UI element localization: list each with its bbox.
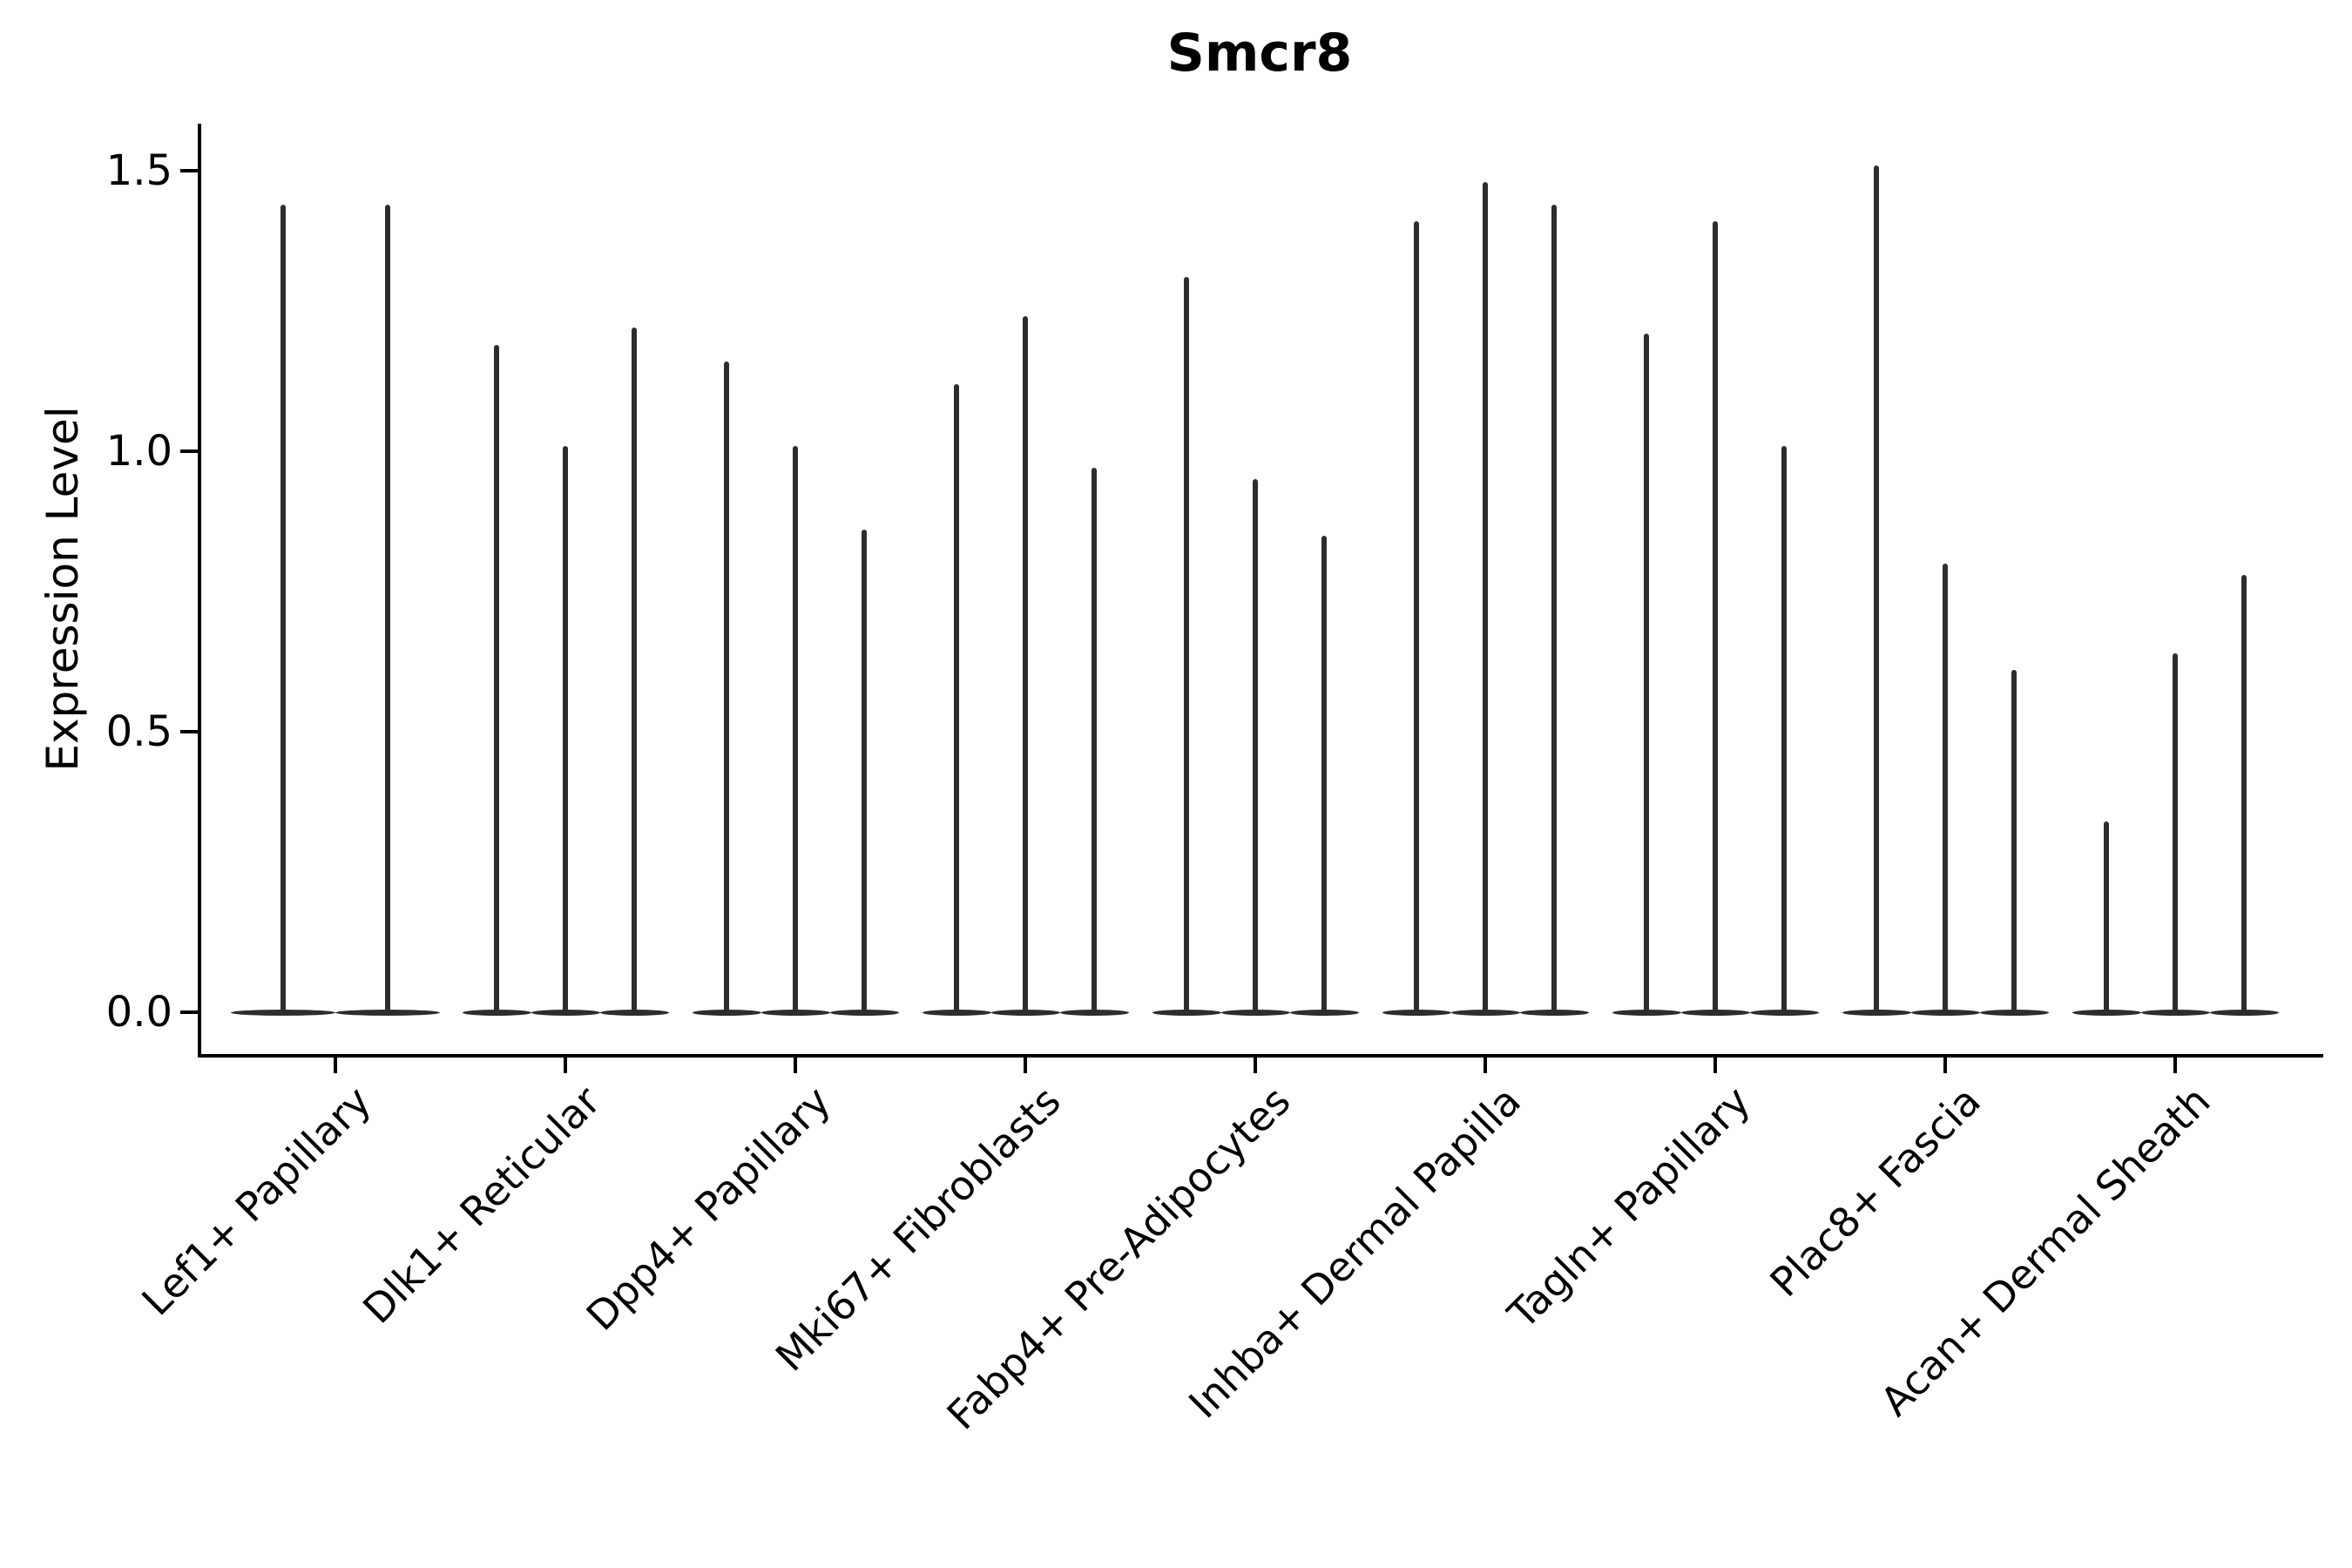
y-tick-label: 0.0 [105,988,172,1037]
violin-spike [2173,652,2178,1012]
chart-title: Smcr8 [1166,23,1353,84]
violin-spike [2104,821,2109,1012]
violin-spike [1321,535,1327,1012]
violin-spike [1781,445,1787,1012]
violin-base [1450,1009,1520,1016]
violin-base [2209,1009,2279,1016]
x-tick-mark [1713,1058,1717,1073]
x-axis-category-label: Tagln+ Papillary [1498,1077,1760,1338]
y-tick-label: 0.5 [105,707,172,756]
violin-base [692,1009,761,1016]
violin-spike [2241,574,2247,1012]
x-tick-mark [1024,1058,1027,1073]
violin-base [2072,1009,2141,1016]
violin-spike [2011,670,2017,1012]
x-tick-mark [564,1058,567,1073]
violin-spike [1023,316,1028,1012]
violin-spike [632,328,637,1012]
violin-spike [385,204,390,1012]
violin-spike [954,383,959,1012]
violin-spike [1713,220,1718,1012]
violin-base [1152,1009,1221,1016]
violin-base [231,1009,335,1016]
violin-base [1382,1009,1451,1016]
y-tick-label: 1.5 [105,146,172,195]
y-tick-label: 1.0 [105,427,172,476]
violin-base [1979,1009,2049,1016]
x-tick-mark [1943,1058,1947,1073]
violin-spike [563,445,568,1012]
violin-base [1289,1009,1359,1016]
violin-spike [494,344,499,1012]
violin-base [1680,1009,1750,1016]
violin-base [462,1009,531,1016]
violin-base [829,1009,899,1016]
x-tick-mark [1484,1058,1487,1073]
x-axis-category-label: Plac8+ Fascia [1761,1077,1990,1306]
violin-base [2140,1009,2210,1016]
violin-base [922,1009,991,1016]
violin-base [1220,1009,1290,1016]
x-axis-category-label: Lef1+ Papillary [132,1077,380,1325]
violin-spike [1943,563,1948,1012]
y-tick-mark [180,1010,198,1014]
violin-base [599,1009,669,1016]
x-axis-category-label: Dlk1+ Reticular [354,1077,610,1333]
y-tick-mark [180,169,198,172]
violin-base [1842,1009,1911,1016]
violin-spike [793,445,798,1012]
violin-spike [280,204,286,1012]
x-axis-category-label: Dpp4+ Papillary [577,1077,840,1340]
x-tick-mark [2173,1058,2177,1073]
violin-spike [1184,277,1189,1012]
violin-spike [1644,333,1649,1012]
violin-base [1749,1009,1819,1016]
violin-spike [862,530,867,1012]
violin-base [531,1009,600,1016]
violin-spike [1874,165,1879,1012]
y-tick-mark [180,730,198,733]
x-tick-mark [1254,1058,1257,1073]
violin-spike [1551,204,1557,1012]
violin-base [1519,1009,1589,1016]
violin-base [335,1009,440,1016]
violin-spike [1253,479,1258,1012]
violin-spike [1414,220,1419,1012]
violin-spike [724,361,729,1012]
x-tick-mark [794,1058,797,1073]
violin-base [990,1009,1060,1016]
y-axis-spine [198,124,201,1058]
y-tick-mark [180,449,198,453]
violin-base [1059,1009,1129,1016]
violin-spike [1483,181,1488,1012]
violin-base [1612,1009,1681,1016]
violin-base [1910,1009,1980,1016]
violin-base [760,1009,830,1016]
violin-spike [1092,468,1097,1012]
x-tick-mark [334,1058,337,1073]
x-axis-spine [198,1054,2323,1058]
